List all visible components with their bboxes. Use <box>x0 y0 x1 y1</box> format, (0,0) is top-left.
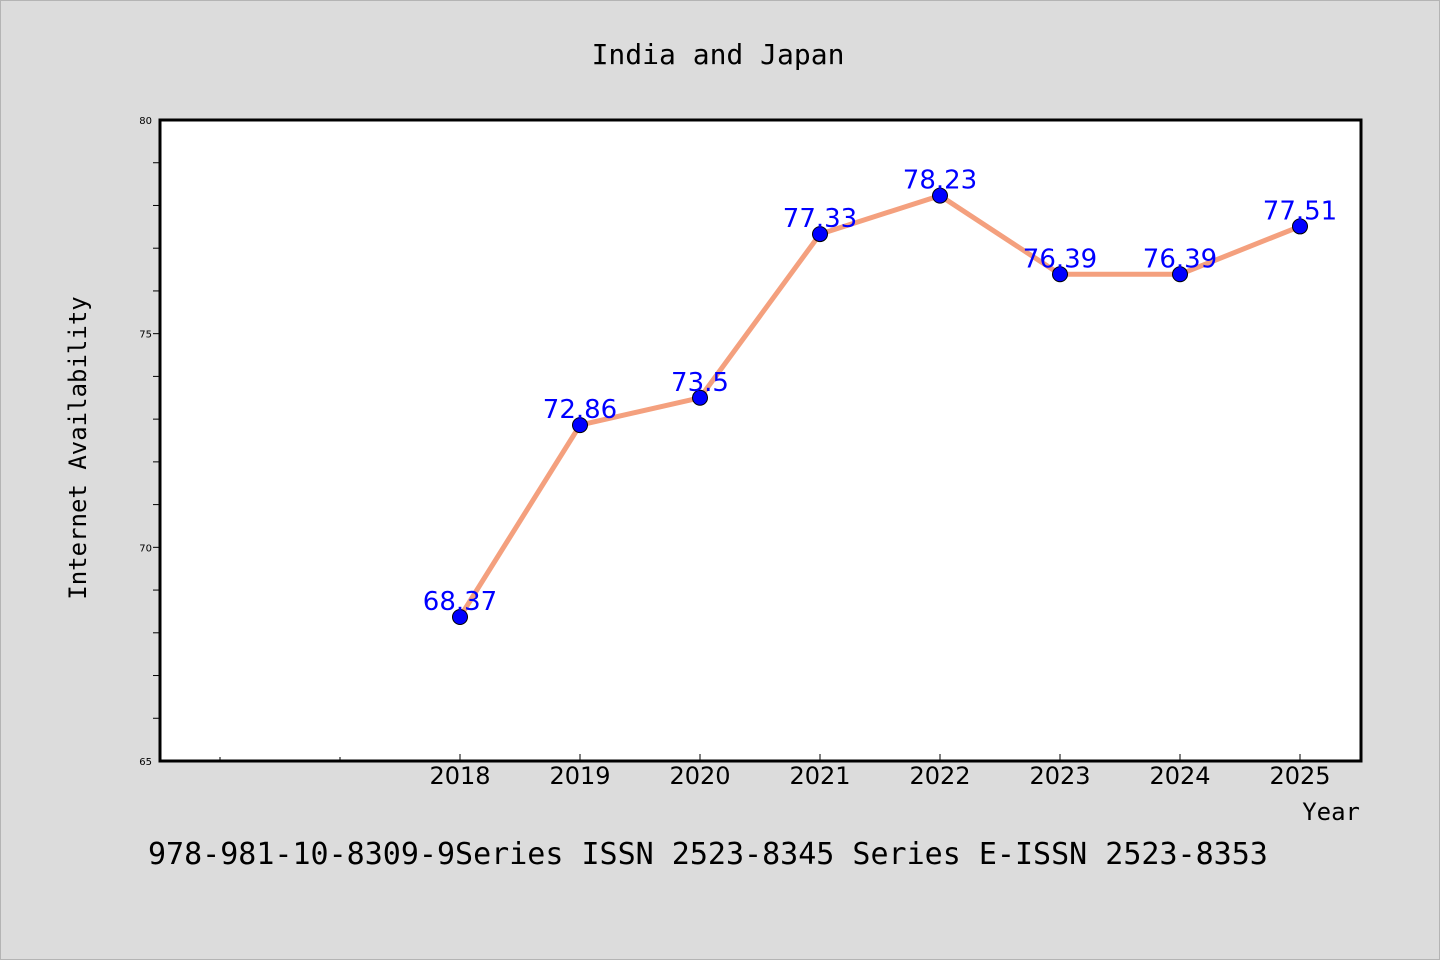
series-group: 68.37 72.86 73.5 77.33 78.23 76.39 76.39 77.51 <box>423 166 1337 625</box>
x-tick-label: 2018 <box>429 762 490 790</box>
y-tick-label: 75 <box>139 330 152 341</box>
y-tick-label: 70 <box>139 543 152 554</box>
data-label: 78.23 <box>903 166 977 196</box>
x-tick-label: 2023 <box>1029 762 1090 790</box>
data-point <box>1292 218 1308 235</box>
plot-area <box>158 118 1363 763</box>
data-label: 72.86 <box>543 395 617 425</box>
x-tick-label: 2024 <box>1149 762 1210 790</box>
x-axis: 2018 2019 2020 2021 2022 2023 2024 2025 <box>219 754 1331 790</box>
data-label: 77.33 <box>783 204 857 234</box>
x-axis-label: Year <box>1302 798 1360 826</box>
y-tick-label: 80 <box>139 116 152 127</box>
data-point <box>812 226 828 243</box>
x-tick-label: 2019 <box>549 762 610 790</box>
data-point <box>692 389 708 406</box>
data-label: 73.5 <box>671 368 729 398</box>
data-point <box>452 608 468 625</box>
data-label: 76.39 <box>1143 244 1217 274</box>
series-line <box>457 193 1303 620</box>
data-point <box>1172 266 1188 283</box>
y-axis-label: Internet Availability <box>64 296 92 599</box>
footer-text: 978-981-10-8309-9Series ISSN 2523-8345 S… <box>148 837 1268 872</box>
data-label: 77.51 <box>1263 196 1337 226</box>
y-tick-label: 65 <box>139 757 152 768</box>
data-point <box>572 417 588 434</box>
data-point <box>932 187 948 204</box>
x-tick-label: 2022 <box>909 762 970 790</box>
data-point <box>1052 266 1068 283</box>
x-tick-label: 2020 <box>669 762 730 790</box>
x-tick-label: 2021 <box>789 762 850 790</box>
chart-title: India and Japan <box>592 38 845 71</box>
y-axis: 65 70 75 80 <box>139 116 160 768</box>
data-label: 68.37 <box>423 587 497 617</box>
data-label: 76.39 <box>1023 244 1097 274</box>
x-tick-label: 2025 <box>1269 762 1330 790</box>
